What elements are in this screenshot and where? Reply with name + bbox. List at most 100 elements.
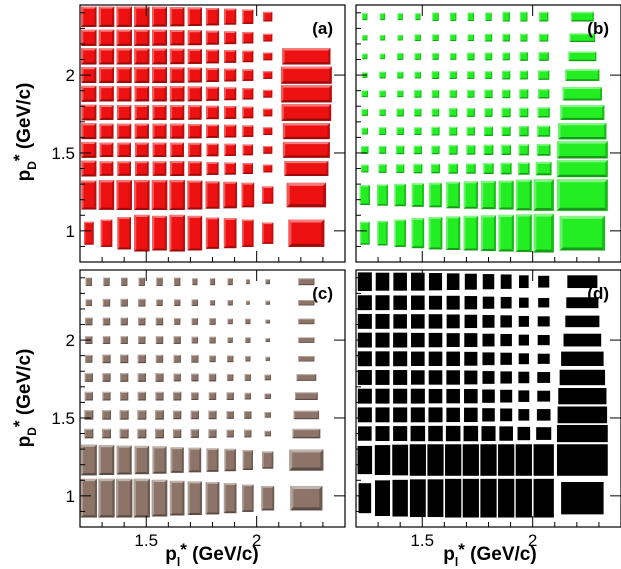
box-3-4-11 xyxy=(558,388,607,405)
box-1-1-0 xyxy=(359,185,370,205)
box-1-2-1 xyxy=(378,164,387,173)
box-2-1-3 xyxy=(134,445,150,475)
box-3-10-6 xyxy=(464,273,477,290)
box-0-10-0 xyxy=(81,6,97,27)
box-2-3-1 xyxy=(102,410,111,420)
box-3-2-10 xyxy=(536,427,552,440)
box-0-10-8 xyxy=(224,8,237,25)
box-3-8-8 xyxy=(500,315,512,328)
box-2-8-3 xyxy=(138,317,146,326)
box-1-3-6 xyxy=(466,145,476,155)
box-1-7-7 xyxy=(484,71,493,79)
box-2-4-4 xyxy=(155,391,164,401)
box-0-10-1 xyxy=(98,6,115,27)
box-2-7-2 xyxy=(120,336,128,344)
box-0-3-9 xyxy=(242,144,253,156)
box-3-1-4 xyxy=(427,444,444,476)
box-3-1-0 xyxy=(357,445,373,475)
box-1-4-9 xyxy=(519,126,529,137)
box-1-9-7 xyxy=(484,33,493,42)
box-1-7-2 xyxy=(397,71,404,79)
box-1-9-3 xyxy=(414,34,421,42)
box-1-1-1 xyxy=(377,184,388,206)
panel-label: (d) xyxy=(587,284,609,303)
box-0-6-1 xyxy=(99,86,114,102)
box-1-0-10 xyxy=(533,213,554,253)
box-2-2-4 xyxy=(155,428,164,439)
box-3-0-3 xyxy=(409,479,426,518)
box-3-8-1 xyxy=(375,313,390,329)
box-2-0-4 xyxy=(151,479,168,517)
panel-2-xtick-label-0: 1.5 xyxy=(134,531,158,550)
box-3-7-4 xyxy=(428,332,443,348)
box-2-0-1 xyxy=(98,478,115,518)
box-0-5-6 xyxy=(188,105,202,120)
box-3-6-6 xyxy=(464,351,478,366)
box-1-6-11 xyxy=(562,87,603,101)
box-2-9-1 xyxy=(102,298,111,307)
box-0-2-2 xyxy=(117,161,131,176)
box-3-6-11 xyxy=(561,351,604,366)
y-axis-label-bottom: pD* (GeV/c) xyxy=(10,349,39,448)
panel-2-ytick-label-2: 2 xyxy=(66,331,75,350)
box-1-3-4 xyxy=(431,145,440,155)
box-1-8-8 xyxy=(502,52,510,61)
panel-3-boxes xyxy=(357,272,608,518)
box-1-6-3 xyxy=(414,89,422,98)
box-2-6-5 xyxy=(173,354,181,363)
box-2-4-2 xyxy=(120,391,129,401)
box-3-5-11 xyxy=(559,369,606,386)
box-3-0-2 xyxy=(392,479,408,517)
box-3-4-10 xyxy=(537,390,551,402)
box-2-1-6 xyxy=(188,447,202,473)
box-0-9-10 xyxy=(263,33,273,42)
box-0-6-11 xyxy=(280,85,332,103)
box-1-2-0 xyxy=(361,164,369,173)
box-2-1-1 xyxy=(98,445,115,475)
box-2-8-0 xyxy=(85,317,93,326)
box-3-3-9 xyxy=(518,409,530,421)
box-2-3-4 xyxy=(155,410,164,420)
box-1-7-10 xyxy=(538,70,550,80)
box-1-4-3 xyxy=(414,127,422,136)
box-1-8-5 xyxy=(450,53,457,60)
box-3-2-3 xyxy=(410,425,426,442)
box-2-5-8 xyxy=(227,374,234,381)
box-2-8-8 xyxy=(227,318,233,325)
box-3-3-11 xyxy=(557,406,608,424)
box-3-1-8 xyxy=(498,444,515,476)
box-2-7-8 xyxy=(227,337,233,343)
box-2-3-5 xyxy=(173,410,182,420)
box-3-9-3 xyxy=(411,295,425,310)
box-3-8-11 xyxy=(565,315,600,328)
box-2-2-6 xyxy=(190,429,199,438)
box-3-9-4 xyxy=(428,295,443,310)
box-0-3-6 xyxy=(188,142,202,157)
box-1-2-3 xyxy=(413,163,423,174)
box-1-5-5 xyxy=(449,108,458,117)
box-1-4-8 xyxy=(501,126,511,136)
box-3-0-4 xyxy=(427,479,444,518)
box-1-6-6 xyxy=(467,89,475,98)
box-3-10-11 xyxy=(567,275,598,289)
box-0-6-9 xyxy=(242,88,254,100)
box-2-3-7 xyxy=(208,410,217,420)
box-0-6-2 xyxy=(116,86,132,102)
box-2-3-3 xyxy=(137,410,147,420)
box-3-8-0 xyxy=(357,313,372,329)
panel-label: (b) xyxy=(587,19,609,38)
box-2-1-9 xyxy=(242,450,253,470)
box-2-7-5 xyxy=(173,336,181,344)
box-2-9-2 xyxy=(120,298,128,307)
box-1-10-8 xyxy=(502,11,510,22)
box-2-10-3 xyxy=(138,277,145,286)
box-3-10-7 xyxy=(482,274,495,290)
box-2-9-3 xyxy=(138,298,146,307)
box-0-7-10 xyxy=(263,71,273,79)
box-0-5-4 xyxy=(152,105,167,120)
box-3-0-7 xyxy=(480,478,497,518)
box-0-4-3 xyxy=(134,123,149,139)
box-3-0-0 xyxy=(358,483,372,514)
box-2-10-11 xyxy=(298,278,315,286)
